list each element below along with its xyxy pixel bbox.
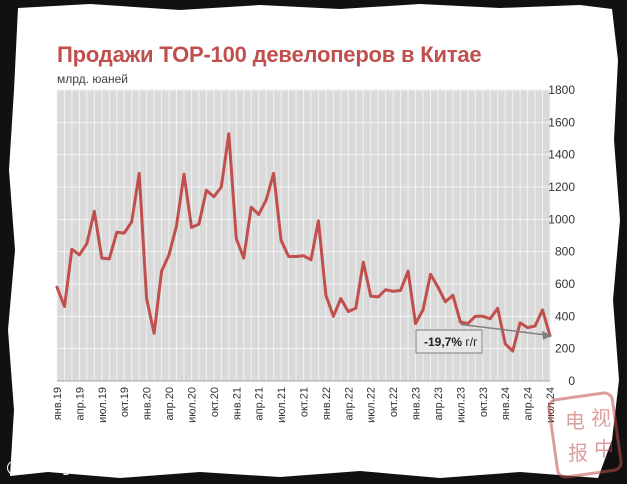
x-tick-label: янв.23 [411, 387, 423, 420]
x-tick-label: апр.21 [254, 387, 266, 420]
x-tick-label: окт.23 [478, 387, 490, 417]
x-tick-label: июл.24 [545, 387, 557, 423]
y-tick-label: 800 [555, 245, 575, 259]
x-tick-label: июл.20 [186, 387, 198, 423]
x-tick-label: окт.22 [388, 387, 400, 417]
x-tick-label: апр.20 [164, 387, 176, 420]
x-tick-label: апр.24 [523, 387, 535, 420]
y-tick-label: 0 [568, 374, 575, 388]
x-tick-label: окт.19 [119, 387, 131, 417]
y-axis-unit-label: млрд. юаней [57, 72, 128, 86]
y-tick-label: 600 [555, 277, 575, 291]
x-tick-label: июл.21 [276, 387, 288, 423]
x-tick-label: янв.20 [142, 387, 154, 420]
stamp-char-1: 电 [565, 409, 585, 433]
stamp-char-3: 报 [568, 441, 588, 465]
trend-arrow-head [542, 330, 552, 340]
stamp-char-4: 中 [594, 437, 614, 461]
stamp-char-2: 视 [591, 406, 611, 430]
x-tick-label: апр.22 [343, 387, 355, 420]
x-tick-label: янв.19 [52, 387, 64, 420]
chart-title: Продажи TOP-100 девелоперов в Китае [57, 42, 482, 67]
x-tick-label: июл.22 [366, 387, 378, 423]
y-tick-label: 1400 [548, 148, 575, 162]
watermark-handle: @chinogram [6, 458, 102, 476]
y-tick-label: 1600 [548, 115, 575, 129]
x-tick-label: окт.21 [299, 387, 311, 417]
annotation-box [415, 329, 483, 354]
y-tick-label: 1200 [548, 180, 575, 194]
annotation-label: -19,7% г/г [424, 335, 478, 349]
x-tick-label: июл.23 [455, 387, 467, 423]
x-tick-label: янв.24 [500, 387, 512, 420]
x-tick-label: янв.22 [321, 387, 333, 420]
y-tick-label: 200 [555, 342, 575, 356]
y-tick-label: 1800 [548, 83, 575, 97]
x-tick-label: июл.19 [97, 387, 109, 423]
trend-arrow-line [460, 323, 545, 336]
y-tick-label: 400 [555, 309, 575, 323]
x-tick-label: апр.19 [74, 387, 86, 420]
x-tick-label: апр.23 [433, 387, 445, 420]
x-tick-label: окт.20 [209, 387, 221, 417]
y-tick-label: 1000 [548, 212, 575, 226]
x-tick-label: янв.21 [231, 387, 243, 420]
